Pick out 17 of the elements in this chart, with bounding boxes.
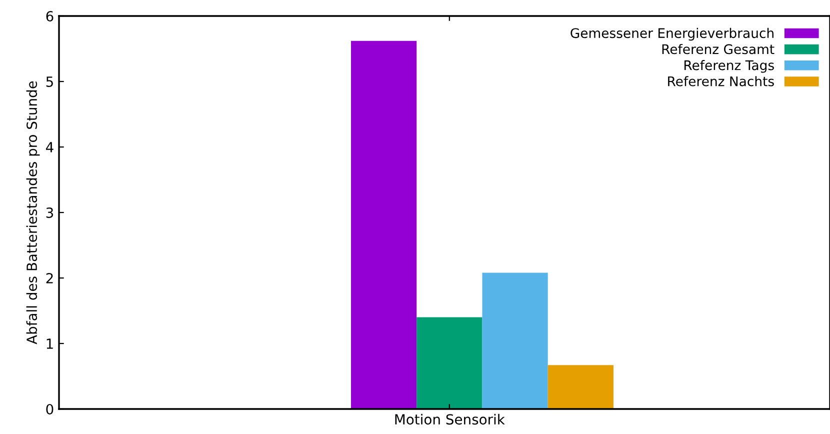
bar	[416, 317, 482, 409]
x-tick-label: Motion Sensorik	[395, 414, 505, 425]
y-tick-label: 4	[46, 142, 54, 152]
y-tick-label: 1	[46, 338, 53, 349]
bar	[482, 272, 548, 409]
y-tick-label: 2	[46, 272, 53, 284]
bar	[350, 40, 417, 409]
y-tick-label: 5	[46, 76, 53, 87]
y-tick-label: 3	[46, 207, 54, 218]
y-tick-label: 6	[46, 10, 54, 22]
y-tick-label: 0	[46, 404, 54, 414]
legend-label: Referenz Nachts	[668, 76, 774, 86]
bar	[548, 365, 614, 409]
legend-label: Gemessener Energieverbrauch	[570, 28, 774, 41]
legend-label: Referenz Tags	[684, 60, 774, 73]
legend-label: Referenz Gesamt	[662, 44, 774, 54]
y-axis-title: Abfall des Batteriestandes pro Stunde	[26, 81, 40, 344]
